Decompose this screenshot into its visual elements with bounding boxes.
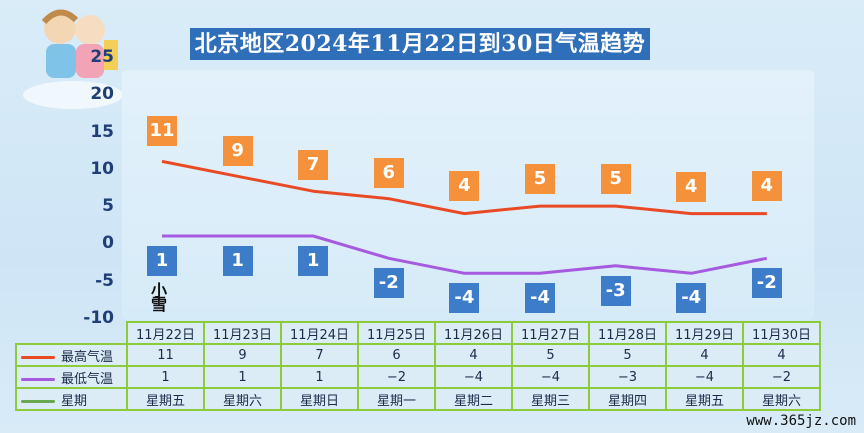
cartoon-decoration [18,0,128,110]
table-cell: 星期四 [588,387,667,411]
table-row-low: 最低气温 1 1 1 −2 −4 −4 −3 −4 −2 [15,365,821,389]
table-cell: 11 [126,343,205,367]
data-table: 11月22日 11月23日 11月24日 11月25日 11月26日 11月27… [15,321,821,411]
date-cell: 11月30日 [742,321,821,345]
data-label-low: -4 [525,283,555,314]
y-tick-label: 25 [90,47,114,67]
table-cell: 星期三 [511,387,590,411]
data-label-low: -2 [751,268,782,299]
data-label-high: 9 [222,136,253,167]
table-cell: −4 [511,365,590,389]
legend-label-week: 星期 [61,393,88,409]
table-cell: −2 [357,365,436,389]
legend-swatch-low [21,377,55,381]
date-cell: 11月25日 [357,321,436,345]
row-label-low: 最低气温 [15,365,128,389]
table-cell: 7 [280,343,359,367]
table-cell: 星期日 [280,387,359,411]
y-tick-label: 20 [90,84,114,105]
weather-note-snow: 小雪 [148,282,167,310]
date-cell: 11月28日 [588,321,667,345]
data-label-low: -3 [600,275,631,306]
y-tick-label: 0 [102,233,114,254]
legend-label-high: 最高气温 [61,349,114,365]
data-label-high: 5 [600,164,631,195]
legend-label-low: 最低气温 [61,371,114,387]
table-row-weekday: 星期 星期五 星期六 星期日 星期一 星期二 星期三 星期四 星期五 星期六 [15,387,821,411]
data-label-high: 4 [449,170,480,201]
table-cell: 1 [203,365,282,389]
table-cell: −4 [665,365,744,389]
data-label-high: 7 [298,150,329,181]
table-cell: −3 [588,365,667,389]
data-label-high: 4 [676,171,707,202]
legend-swatch-high [21,355,55,359]
table-row-dates: 11月22日 11月23日 11月24日 11月25日 11月26日 11月27… [16,321,821,345]
data-label-high: 6 [373,157,404,188]
table-corner [16,322,128,345]
table-cell: 星期六 [742,387,821,411]
date-cell: 11月22日 [126,321,205,345]
data-label-high: 4 [751,170,782,201]
table-cell: 1 [126,365,205,389]
table-cell: 4 [742,343,821,367]
table-cell: 星期五 [126,387,205,411]
data-label-high: 5 [525,164,555,195]
table-cell: 星期六 [203,387,282,411]
row-label-high: 最高气温 [15,343,128,367]
date-cell: 11月24日 [280,321,359,345]
data-label-low: 1 [147,245,177,276]
y-tick-label: 10 [90,158,114,179]
site-watermark: www.365jz.com [746,413,856,429]
data-label-low: -4 [449,283,480,314]
table-cell: 5 [588,343,667,367]
legend-swatch-week [21,399,55,403]
row-label-weekday: 星期 [15,387,128,411]
table-cell: 星期五 [665,387,744,411]
data-label-low: -4 [676,283,707,314]
table-cell: 6 [357,343,436,367]
table-cell: 5 [511,343,590,367]
table-cell: 4 [665,343,744,367]
date-cell: 11月27日 [511,321,590,345]
data-label-high: 11 [147,116,177,147]
data-label-low: 1 [298,245,329,276]
table-row-high: 最高气温 11 9 7 6 4 5 5 4 4 [15,343,821,367]
data-label-low: -2 [373,268,404,299]
data-label-low: 1 [222,245,253,276]
date-cell: 11月26日 [434,321,513,345]
y-tick-label: 15 [90,121,114,142]
table-cell: 9 [203,343,282,367]
chart-title: 北京地区2024年11月22日到30日气温趋势 [190,28,650,60]
date-cell: 11月23日 [203,321,282,345]
table-cell: −2 [742,365,821,389]
y-tick-label: -5 [95,270,114,291]
table-cell: 星期一 [357,387,436,411]
y-tick-label: 5 [102,196,114,217]
table-cell: 1 [280,365,359,389]
table-cell: −4 [434,365,513,389]
table-cell: 4 [434,343,513,367]
table-cell: 星期二 [434,387,513,411]
date-cell: 11月29日 [665,321,744,345]
